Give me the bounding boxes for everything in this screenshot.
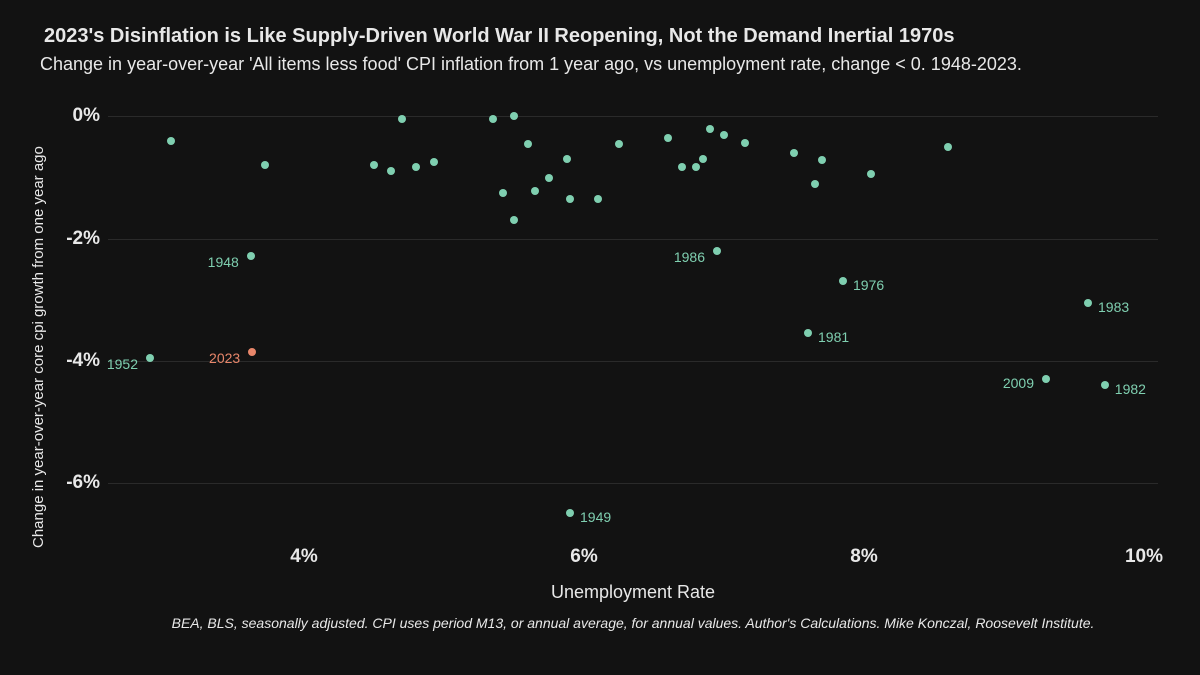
scatter-point <box>678 163 686 171</box>
x-tick-label: 6% <box>570 546 597 568</box>
point-label: 1983 <box>1098 299 1129 315</box>
scatter-point <box>499 189 507 197</box>
x-tick-label: 8% <box>850 546 877 568</box>
scatter-point <box>146 354 154 362</box>
gridline <box>108 239 1158 240</box>
scatter-point <box>489 115 497 123</box>
scatter-point <box>545 174 553 182</box>
scatter-point <box>510 216 518 224</box>
scatter-point <box>566 509 574 517</box>
scatter-point <box>790 149 798 157</box>
gridline <box>108 483 1158 484</box>
point-label: 1949 <box>580 509 611 525</box>
scatter-point <box>430 158 438 166</box>
gridline <box>108 116 1158 117</box>
x-tick-label: 10% <box>1125 546 1163 568</box>
scatter-point <box>261 161 269 169</box>
scatter-point <box>713 247 721 255</box>
chart-caption: BEA, BLS, seasonally adjusted. CPI uses … <box>172 615 1095 631</box>
scatter-point <box>811 180 819 188</box>
y-tick-label: 0% <box>73 105 100 127</box>
point-label: 2023 <box>209 350 240 366</box>
scatter-point <box>699 155 707 163</box>
scatter-point <box>594 195 602 203</box>
scatter-point <box>664 134 672 142</box>
scatter-point <box>167 137 175 145</box>
scatter-point <box>524 140 532 148</box>
scatter-point <box>1084 299 1092 307</box>
x-tick-label: 4% <box>290 546 317 568</box>
point-label: 1948 <box>208 254 239 270</box>
scatter-plot-area: 1952 1948 2023 1949 1986 1981 1976 2009 1983 1982 <box>108 92 1158 544</box>
scatter-point <box>563 155 571 163</box>
scatter-point <box>720 131 728 139</box>
scatter-point <box>531 187 539 195</box>
scatter-point <box>944 143 952 151</box>
scatter-point <box>370 161 378 169</box>
y-tick-label: -4% <box>66 350 100 372</box>
chart-title: 2023's Disinflation is Like Supply-Drive… <box>44 25 955 48</box>
point-label: 1976 <box>853 277 884 293</box>
scatter-point <box>706 125 714 133</box>
point-label: 1982 <box>1115 381 1146 397</box>
scatter-point <box>1042 375 1050 383</box>
gridline <box>108 361 1158 362</box>
scatter-point <box>398 115 406 123</box>
x-axis-label: Unemployment Rate <box>551 582 715 603</box>
y-tick-label: -2% <box>66 228 100 250</box>
scatter-point <box>818 156 826 164</box>
scatter-point <box>412 163 420 171</box>
point-label: 1986 <box>674 249 705 265</box>
scatter-point <box>247 252 255 260</box>
scatter-point <box>510 112 518 120</box>
scatter-point <box>615 140 623 148</box>
point-label: 2009 <box>1003 375 1034 391</box>
chart-subtitle: Change in year-over-year 'All items less… <box>40 54 1022 75</box>
point-label: 1952 <box>107 356 138 372</box>
y-axis-label: Change in year-over-year core cpi growth… <box>30 146 47 548</box>
scatter-point <box>248 348 256 356</box>
scatter-point <box>387 167 395 175</box>
scatter-point <box>804 329 812 337</box>
scatter-point <box>867 170 875 178</box>
scatter-point <box>1101 381 1109 389</box>
point-label: 1981 <box>818 329 849 345</box>
scatter-point <box>839 277 847 285</box>
scatter-point <box>566 195 574 203</box>
y-tick-label: -6% <box>66 472 100 494</box>
scatter-point <box>741 139 749 147</box>
scatter-point <box>692 163 700 171</box>
